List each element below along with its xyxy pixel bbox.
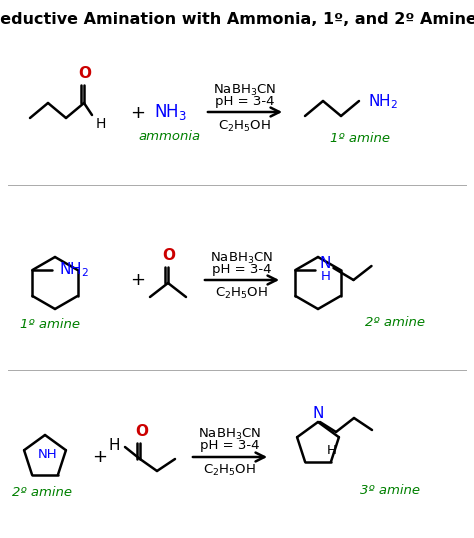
Text: O: O [136,424,148,439]
Text: ammonia: ammonia [139,130,201,143]
Text: H: H [327,444,337,457]
Text: C$_2$H$_5$OH: C$_2$H$_5$OH [219,118,272,133]
Text: NH$_2$: NH$_2$ [368,93,398,111]
Text: N: N [320,257,331,272]
Text: H: H [109,437,120,452]
Text: NaBH$_3$CN: NaBH$_3$CN [199,427,262,442]
Text: +: + [92,448,108,466]
Text: O: O [163,248,175,263]
Text: 3º amine: 3º amine [360,484,420,497]
Text: H: H [320,271,330,284]
Text: NH$_2$: NH$_2$ [59,260,90,279]
Text: pH = 3-4: pH = 3-4 [215,96,275,109]
Text: +: + [130,271,146,289]
Text: 2º amine: 2º amine [365,316,425,329]
Text: NaBH$_3$CN: NaBH$_3$CN [213,82,277,97]
Text: C$_2$H$_5$OH: C$_2$H$_5$OH [216,286,268,301]
Text: pH = 3-4: pH = 3-4 [200,440,260,452]
Text: NaBH$_3$CN: NaBH$_3$CN [210,251,273,266]
Text: 2º amine: 2º amine [12,485,72,499]
Text: NH: NH [38,448,58,461]
Text: O: O [79,66,91,81]
Text: Reductive Amination with Ammonia, 1º, and 2º Amines: Reductive Amination with Ammonia, 1º, an… [0,12,474,27]
Text: NH$_3$: NH$_3$ [154,102,186,122]
Text: C$_2$H$_5$OH: C$_2$H$_5$OH [203,463,256,478]
Text: H: H [96,117,106,131]
Text: N: N [312,406,324,421]
Text: 1º amine: 1º amine [20,318,80,331]
Text: pH = 3-4: pH = 3-4 [212,264,272,277]
Text: 1º amine: 1º amine [330,131,390,145]
Text: +: + [130,104,146,122]
